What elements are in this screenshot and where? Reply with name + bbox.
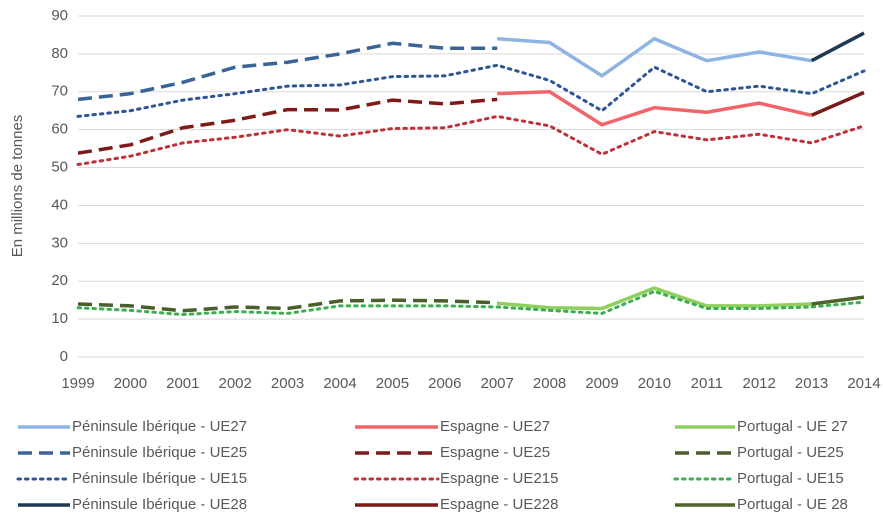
legend-label: Espagne - UE228 bbox=[440, 496, 558, 513]
x-tick-label: 2001 bbox=[166, 375, 199, 392]
legend-label: Péninsule Ibérique - UE27 bbox=[72, 418, 247, 435]
series-line bbox=[76, 289, 866, 317]
x-tick-label: 2012 bbox=[743, 375, 776, 392]
legend-label: Portugal - UE15 bbox=[737, 470, 844, 487]
legend-label: Portugal - UE 27 bbox=[737, 418, 848, 435]
legend-label: Espagne - UE215 bbox=[440, 470, 558, 487]
series-line bbox=[77, 298, 498, 313]
x-tick-label: 2002 bbox=[219, 375, 252, 392]
x-tick-label: 2003 bbox=[271, 375, 304, 392]
x-tick-label: 2000 bbox=[114, 375, 147, 392]
legend-label: Espagne - UE27 bbox=[440, 418, 550, 435]
series-line bbox=[811, 295, 865, 306]
y-tick-label: 90 bbox=[51, 7, 68, 24]
x-tick-label: 2005 bbox=[376, 375, 409, 392]
y-tick-label: 70 bbox=[51, 83, 68, 100]
series-line bbox=[497, 90, 812, 127]
x-tick-label: 1999 bbox=[61, 375, 94, 392]
x-tick-label: 2013 bbox=[795, 375, 828, 392]
y-tick-label: 40 bbox=[51, 196, 68, 213]
x-tick-label: 2006 bbox=[428, 375, 461, 392]
series-line bbox=[497, 286, 812, 311]
legend-label: Péninsule Ibérique - UE25 bbox=[72, 444, 247, 461]
series-line bbox=[497, 36, 812, 78]
y-axis-label: En millions de tonnes bbox=[9, 115, 26, 258]
legend-label: Péninsule Ibérique - UE15 bbox=[72, 470, 247, 487]
legend-label: Portugal - UE 28 bbox=[737, 496, 848, 513]
series-line bbox=[76, 63, 866, 118]
y-tick-label: 10 bbox=[51, 310, 68, 327]
x-tick-label: 2014 bbox=[847, 375, 880, 392]
y-tick-label: 30 bbox=[51, 234, 68, 251]
x-tick-label: 2010 bbox=[638, 375, 671, 392]
y-tick-label: 50 bbox=[51, 159, 68, 176]
x-tick-label: 2011 bbox=[691, 375, 723, 392]
x-tick-label: 2004 bbox=[323, 375, 356, 392]
y-tick-label: 0 bbox=[60, 348, 68, 365]
y-tick-label: 80 bbox=[51, 45, 68, 62]
x-tick-label: 2008 bbox=[533, 375, 566, 392]
series-line bbox=[77, 41, 498, 102]
series-line bbox=[810, 31, 865, 63]
x-tick-label: 2009 bbox=[585, 375, 618, 392]
series-line bbox=[76, 114, 866, 167]
legend-label: Portugal - UE25 bbox=[737, 444, 844, 461]
y-tick-label: 20 bbox=[51, 272, 68, 289]
y-tick-label: 60 bbox=[51, 121, 68, 138]
series-line bbox=[77, 97, 498, 155]
legend-label: Péninsule Ibérique - UE28 bbox=[72, 496, 247, 513]
x-tick-label: 2007 bbox=[481, 375, 514, 392]
legend-label: Espagne - UE25 bbox=[440, 444, 550, 461]
series-line bbox=[810, 90, 865, 117]
